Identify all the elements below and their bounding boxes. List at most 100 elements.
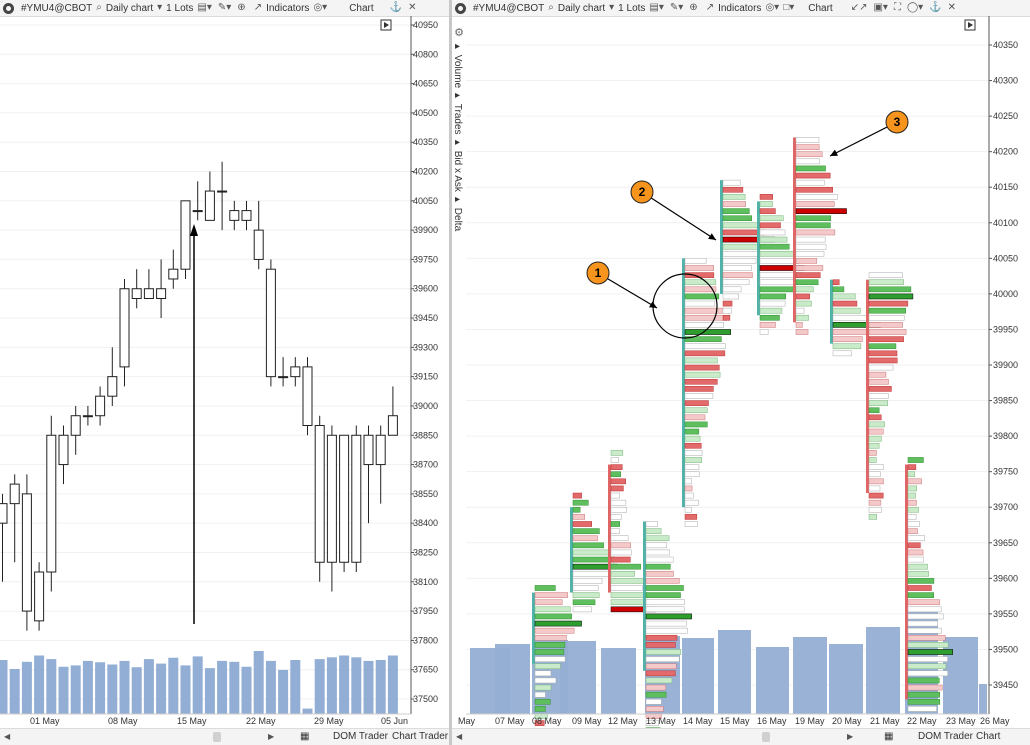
- date-label: 12 May: [608, 716, 638, 726]
- tab-volume[interactable]: ▸ Volume: [452, 41, 463, 89]
- candle-body: [119, 288, 130, 368]
- price-label: 39300: [413, 342, 438, 352]
- candle-body: [180, 200, 191, 270]
- calendar-icon[interactable]: ▦: [300, 731, 310, 742]
- window-icon[interactable]: □▾: [783, 2, 795, 13]
- chart-style-icon[interactable]: ▤▾: [197, 2, 212, 13]
- profile-row: [722, 208, 750, 214]
- profile-row: [907, 663, 947, 670]
- calendar-icon[interactable]: ▦: [884, 731, 894, 742]
- indicators-button[interactable]: Indicators: [718, 2, 762, 14]
- lots-selector[interactable]: 1 Lots: [166, 2, 194, 14]
- profile-row: [645, 585, 684, 591]
- indicators-button[interactable]: Indicators: [266, 2, 310, 14]
- close-icon[interactable]: ✕: [408, 2, 417, 13]
- scroll-left-icon[interactable]: ◀: [4, 732, 11, 741]
- chart-label[interactable]: Chart: [349, 2, 374, 14]
- profile-row: [645, 720, 659, 726]
- fullscreen-icon[interactable]: ⛶: [893, 2, 901, 13]
- profile-row: [684, 407, 708, 414]
- candle-body: [375, 434, 386, 466]
- volume-profile: [682, 258, 731, 527]
- date-label: 01 May: [30, 716, 60, 726]
- profile-row: [907, 485, 917, 492]
- profile-row: [868, 471, 881, 478]
- profile-row: [645, 549, 671, 556]
- profile-row: [868, 478, 884, 485]
- date-label: 19 May: [795, 716, 825, 726]
- volume-bar: [302, 708, 313, 714]
- chart-trader-button[interactable]: Chart Trader: [392, 731, 449, 742]
- profile-row: [907, 684, 943, 691]
- indicators-icon[interactable]: ↗: [705, 2, 715, 13]
- timeframe-selector[interactable]: Daily chart: [105, 2, 154, 14]
- profile-row: [534, 706, 546, 712]
- collapse-icon[interactable]: ↙↗: [850, 2, 868, 13]
- pin-icon[interactable]: ⚓: [929, 2, 942, 13]
- chart-label[interactable]: Chart: [808, 2, 833, 14]
- profile-row: [832, 307, 861, 314]
- profile-row: [684, 499, 699, 506]
- zoom-icon[interactable]: ⊕: [689, 2, 698, 13]
- profile-row: [795, 151, 823, 158]
- profile-row: [832, 314, 868, 321]
- scroll-left-icon[interactable]: ◀: [456, 732, 463, 741]
- camera-icon[interactable]: ▣▾: [873, 2, 888, 13]
- chart-style-icon[interactable]: ▤▾: [649, 2, 664, 13]
- profile-row: [610, 585, 643, 591]
- profile-row: [722, 272, 753, 278]
- tab-trades[interactable]: ▸ Trades: [452, 90, 463, 135]
- right-cluster-chart[interactable]: 40350 40300 40250 40200 40150 40100 40050 40000…: [452, 16, 1030, 729]
- price-label: 38850: [413, 430, 438, 440]
- volume-bar: [143, 659, 154, 714]
- profile-row: [868, 279, 904, 286]
- pencil-icon[interactable]: ✎▾: [217, 2, 232, 13]
- pin-icon[interactable]: ⚓: [389, 2, 403, 13]
- price-label: 40050: [413, 196, 438, 206]
- crosshair-icon[interactable]: ◎▾: [313, 2, 328, 13]
- price-label: 40500: [413, 108, 438, 118]
- lots-selector[interactable]: 1 Lots: [618, 2, 646, 14]
- profile-row: [645, 634, 678, 641]
- profile-row: [534, 698, 551, 705]
- timeframe-selector[interactable]: Daily chart: [557, 2, 606, 14]
- profile-row: [610, 563, 641, 570]
- scrollbar-thumb[interactable]: [213, 732, 221, 742]
- search-icon[interactable]: ⌕: [96, 2, 102, 13]
- volume-bar: [229, 661, 240, 714]
- dom-trader-button[interactable]: DOM Trader: [918, 731, 974, 742]
- indicators-icon[interactable]: ↗: [253, 2, 263, 13]
- panel-divider[interactable]: [449, 0, 452, 745]
- profile-row: [645, 606, 685, 613]
- profile-row: [572, 528, 600, 534]
- circle-icon[interactable]: ◯▾: [906, 2, 924, 13]
- zoom-icon[interactable]: ⊕: [237, 2, 246, 13]
- left-candlestick-chart[interactable]: 40950 40800 40650 40500 40350 40200 40050 39900…: [0, 16, 449, 745]
- pencil-icon[interactable]: ✎▾: [669, 2, 684, 13]
- volume-bar: [979, 684, 987, 714]
- symbol-selector[interactable]: #YMU4@CBOT: [473, 2, 545, 14]
- scroll-right-icon[interactable]: ▶: [847, 732, 854, 741]
- profile-row: [759, 208, 776, 214]
- tab-delta[interactable]: ▸ Delta: [452, 193, 463, 231]
- profile-row: [759, 322, 776, 328]
- date-label: 08 May: [532, 716, 562, 726]
- profile-row: [684, 386, 714, 392]
- gear-icon[interactable]: ⚙: [454, 27, 464, 39]
- chevron-down-icon[interactable]: ▾: [609, 2, 615, 13]
- profile-row: [795, 186, 833, 193]
- dom-trader-button[interactable]: DOM Trader: [333, 731, 389, 742]
- volume-bar: [21, 661, 32, 714]
- scrollbar-thumb[interactable]: [762, 732, 770, 742]
- scroll-right-icon[interactable]: ▶: [268, 732, 275, 741]
- chevron-down-icon[interactable]: ▾: [157, 2, 163, 13]
- chart-trader-button[interactable]: Chart Trader: [976, 731, 1001, 742]
- search-icon[interactable]: ⌕: [548, 2, 554, 13]
- symbol-selector[interactable]: #YMU4@CBOT: [21, 2, 93, 14]
- candle-body: [204, 190, 215, 221]
- volume-bar: [119, 660, 130, 714]
- tab-bid-ask[interactable]: ▸ Bid x Ask: [452, 136, 463, 192]
- profile-row: [759, 201, 773, 207]
- crosshair-icon[interactable]: ◎▾: [765, 2, 780, 13]
- close-icon[interactable]: ✕: [947, 2, 956, 13]
